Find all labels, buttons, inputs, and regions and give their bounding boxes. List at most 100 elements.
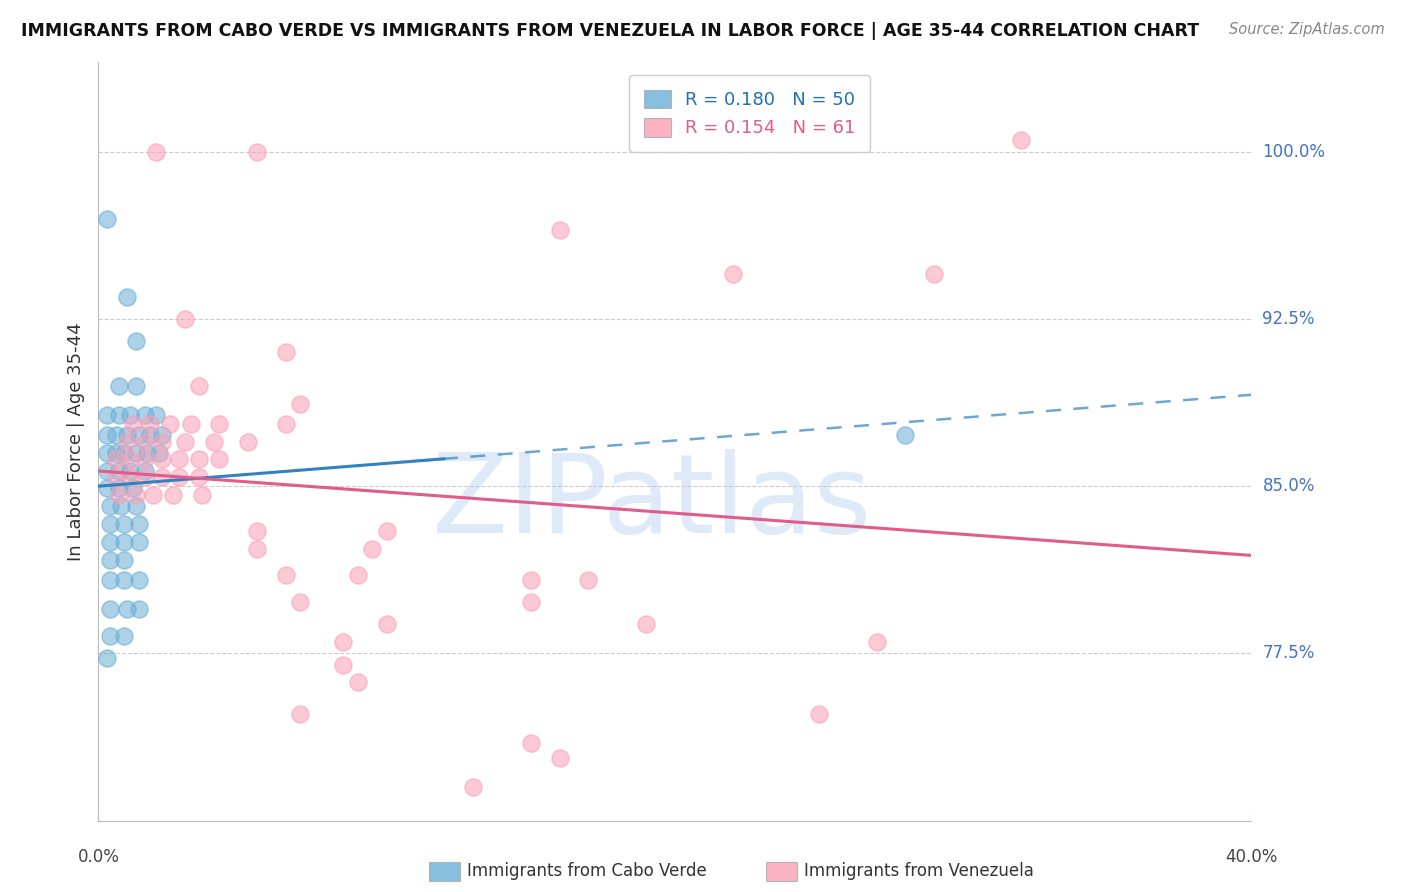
Point <box>96 482 118 496</box>
Point <box>98 535 121 549</box>
Point <box>188 470 211 484</box>
Point <box>117 601 139 615</box>
Text: 0.0%: 0.0% <box>77 848 120 866</box>
Point <box>332 657 354 672</box>
Point <box>107 482 129 496</box>
Point <box>96 650 118 665</box>
Point <box>274 345 297 359</box>
Point <box>98 601 121 615</box>
Point <box>120 470 142 484</box>
Point <box>188 452 211 467</box>
Point <box>112 535 135 549</box>
Point <box>202 434 225 449</box>
Point <box>139 417 162 431</box>
Point <box>134 464 156 478</box>
Point <box>98 573 121 587</box>
Text: Immigrants from Cabo Verde: Immigrants from Cabo Verde <box>467 863 707 880</box>
Point <box>274 417 297 431</box>
Point <box>107 378 129 392</box>
Text: 92.5%: 92.5% <box>1263 310 1315 328</box>
Point <box>520 573 543 587</box>
Point <box>104 446 127 460</box>
Point <box>120 464 142 478</box>
Point <box>128 535 150 549</box>
Point <box>208 417 231 431</box>
Point <box>98 500 121 514</box>
Point <box>866 635 889 649</box>
Point <box>134 408 156 422</box>
Point <box>145 145 167 159</box>
Point <box>238 434 260 449</box>
Y-axis label: In Labor Force | Age 35-44: In Labor Force | Age 35-44 <box>66 322 84 561</box>
Point <box>167 452 190 467</box>
Point <box>636 617 658 632</box>
Point <box>112 552 135 567</box>
Point <box>578 573 600 587</box>
Point <box>808 706 831 721</box>
Point <box>125 500 148 514</box>
Text: IMMIGRANTS FROM CABO VERDE VS IMMIGRANTS FROM VENEZUELA IN LABOR FORCE | AGE 35-: IMMIGRANTS FROM CABO VERDE VS IMMIGRANTS… <box>21 22 1199 40</box>
Point <box>1010 134 1032 148</box>
Point <box>361 541 384 556</box>
Point <box>208 452 231 467</box>
Point <box>159 417 181 431</box>
Point <box>150 428 173 442</box>
Point <box>375 524 398 538</box>
Point <box>174 434 197 449</box>
Legend: R = 0.180   N = 50, R = 0.154   N = 61: R = 0.180 N = 50, R = 0.154 N = 61 <box>630 75 870 152</box>
Point <box>246 524 269 538</box>
Point <box>128 601 150 615</box>
Point <box>128 517 150 532</box>
Point <box>125 378 148 392</box>
Point <box>246 145 269 159</box>
Point <box>117 434 139 449</box>
Point <box>117 289 139 303</box>
Point <box>167 470 190 484</box>
Point <box>125 446 148 460</box>
Point <box>125 488 148 502</box>
Point <box>332 635 354 649</box>
Text: 77.5%: 77.5% <box>1263 644 1315 663</box>
Point <box>112 517 135 532</box>
Point <box>290 397 312 411</box>
Point <box>150 452 173 467</box>
Point <box>112 573 135 587</box>
Point <box>122 482 145 496</box>
Point <box>112 446 135 460</box>
Text: Source: ZipAtlas.com: Source: ZipAtlas.com <box>1229 22 1385 37</box>
Point <box>134 470 156 484</box>
Point <box>520 595 543 609</box>
Point <box>96 464 118 478</box>
Point <box>96 428 118 442</box>
Point <box>125 334 148 349</box>
Point <box>721 268 744 282</box>
Point <box>142 488 165 502</box>
Point <box>134 434 156 449</box>
Text: 40.0%: 40.0% <box>1225 848 1278 866</box>
Point <box>346 675 368 690</box>
Point <box>96 408 118 422</box>
Point <box>136 446 159 460</box>
Point <box>104 428 127 442</box>
Point <box>98 628 121 642</box>
Point <box>188 378 211 392</box>
Text: Immigrants from Venezuela: Immigrants from Venezuela <box>804 863 1033 880</box>
Point <box>174 312 197 326</box>
Point <box>104 470 127 484</box>
Point <box>191 488 214 502</box>
Point <box>290 595 312 609</box>
Text: ZIPatlas: ZIPatlas <box>432 449 872 556</box>
Point <box>290 706 312 721</box>
Point <box>548 751 571 765</box>
Point <box>346 568 368 582</box>
Point <box>180 417 202 431</box>
Point <box>145 408 167 422</box>
Point <box>246 541 269 556</box>
Point <box>107 464 129 478</box>
Point <box>375 617 398 632</box>
Point <box>110 500 132 514</box>
Point <box>461 780 484 795</box>
Point <box>134 452 156 467</box>
Point <box>894 428 917 442</box>
Text: 85.0%: 85.0% <box>1263 477 1315 495</box>
